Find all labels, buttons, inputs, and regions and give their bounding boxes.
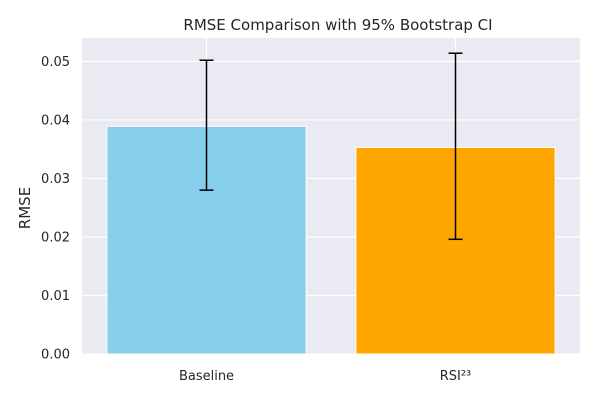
error-bar bbox=[199, 59, 214, 191]
y-tick-label: 0.05 bbox=[41, 55, 70, 70]
x-tick-label: RSI²³ bbox=[440, 369, 472, 384]
y-tick-label: 0.01 bbox=[41, 289, 70, 304]
y-tick-label: 0.04 bbox=[41, 113, 70, 128]
chart-title: RMSE Comparison with 95% Bootstrap CI bbox=[183, 16, 492, 34]
error-bars bbox=[199, 52, 463, 241]
x-tick-label: Baseline bbox=[179, 369, 234, 384]
x-tick-labels: Baseline RSI²³ bbox=[179, 369, 471, 384]
y-tick-label: 0.00 bbox=[41, 348, 70, 363]
error-bar bbox=[448, 52, 463, 241]
y-tick-label: 0.02 bbox=[41, 230, 70, 245]
y-tick-labels: 0.00 0.01 0.02 0.03 0.04 0.05 bbox=[41, 55, 70, 363]
y-tick-label: 0.03 bbox=[41, 172, 70, 187]
y-axis-label: RMSE bbox=[16, 187, 34, 229]
